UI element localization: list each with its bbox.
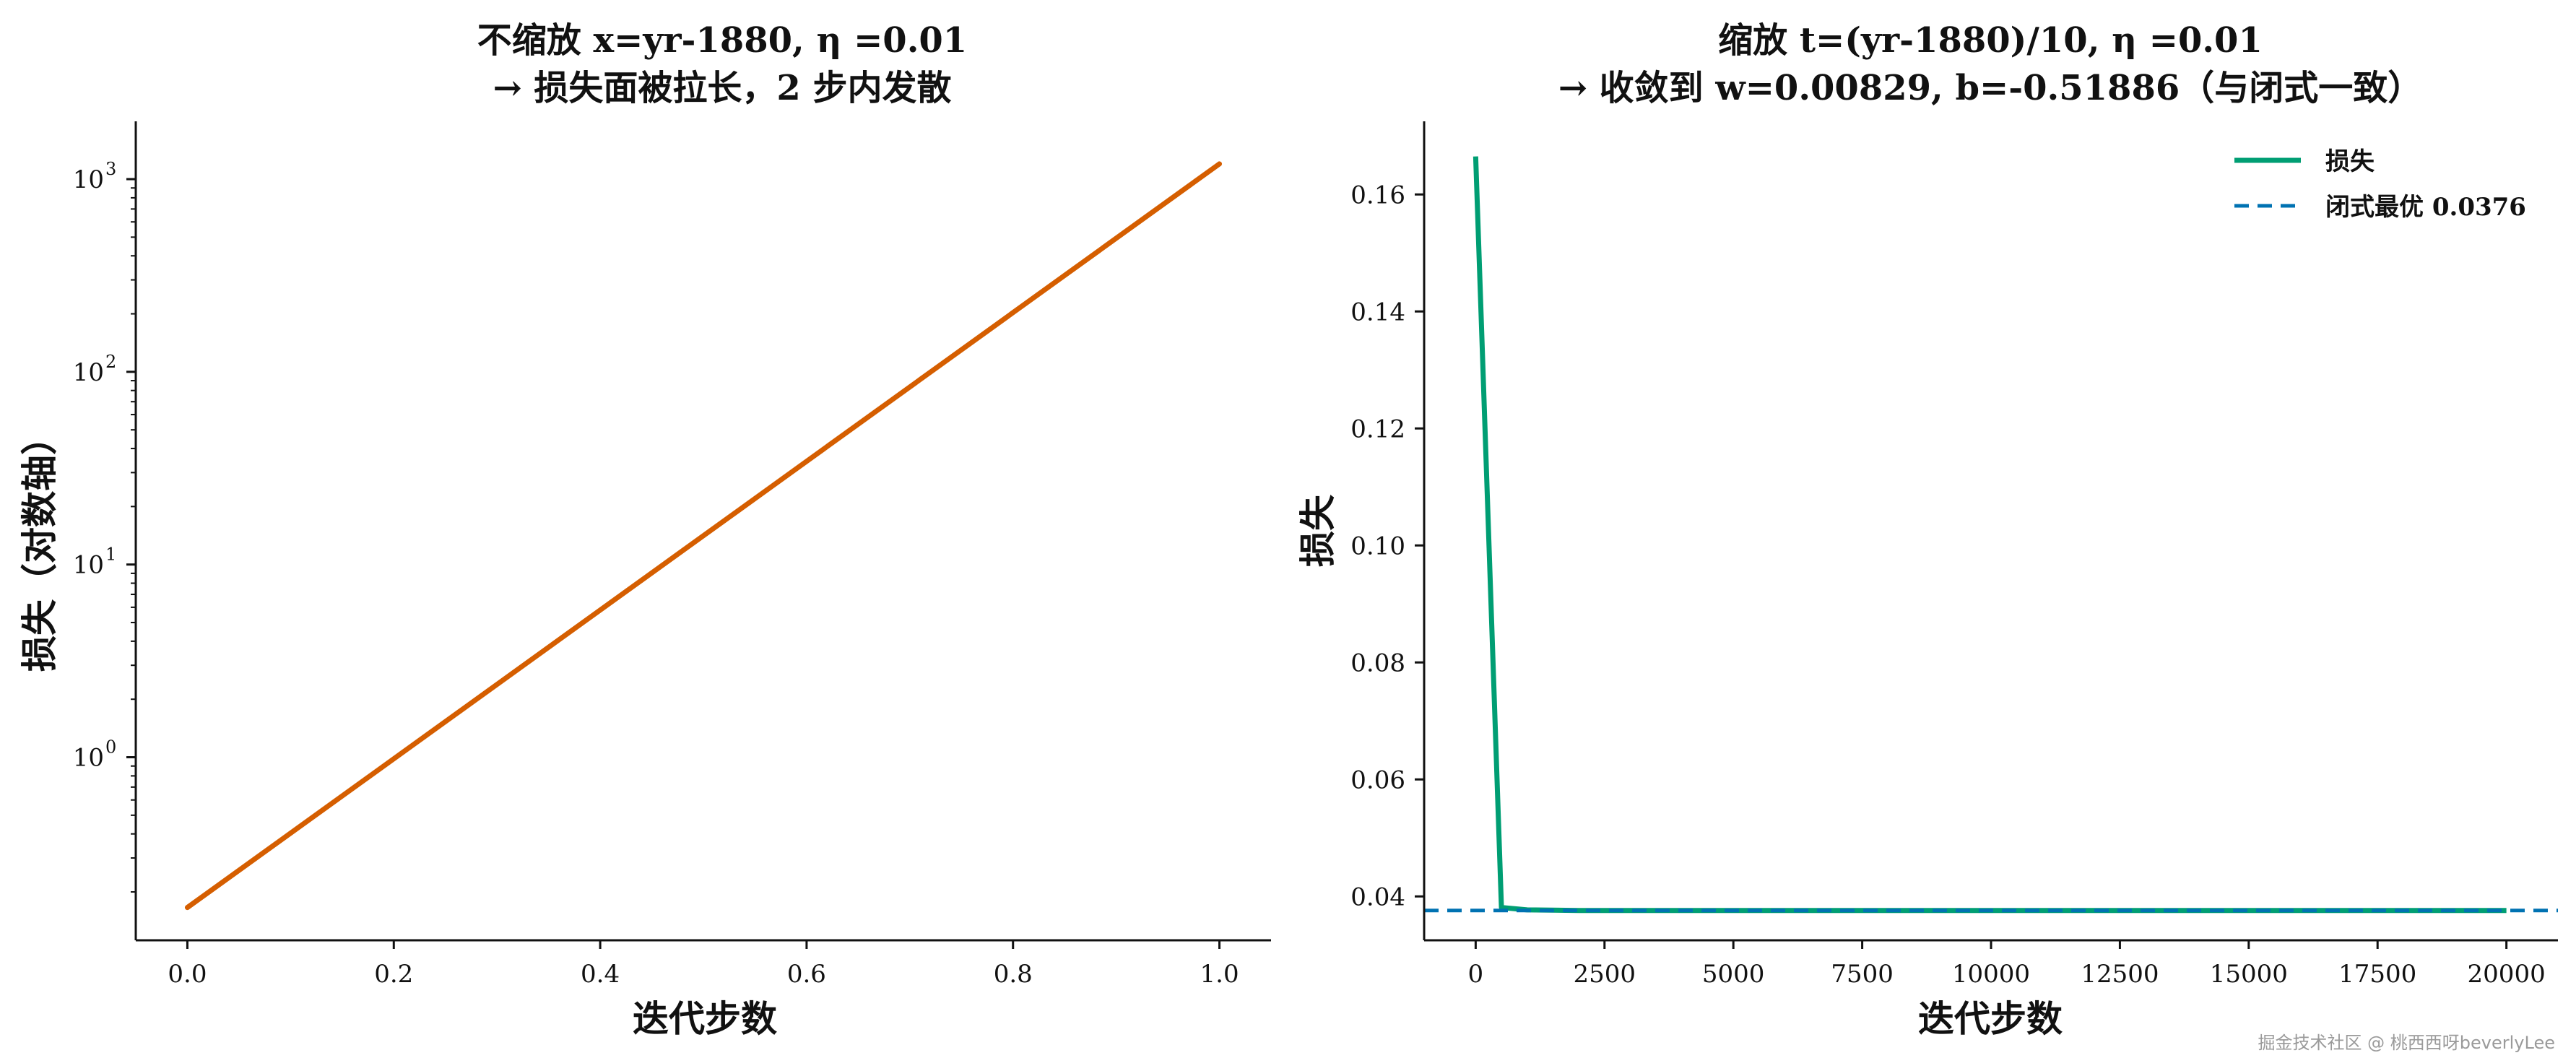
left-x-tick-label: 0.8 xyxy=(994,960,1033,989)
right-y-tick-label: 0.04 xyxy=(1350,883,1405,911)
right-chart-title-line1: 缩放 t=(yr-1880)/10, η =0.01 xyxy=(1718,20,2263,61)
right-chart-title-line2: → 收敛到 w=0.00829, b=-0.51886（与闭式一致） xyxy=(1558,68,2423,108)
left-y-tick-label: 10 xyxy=(73,358,104,387)
right-x-axis-label: 迭代步数 xyxy=(1918,997,2063,1040)
left-x-tick-label: 0.2 xyxy=(374,960,413,989)
right-x-tick-label: 12500 xyxy=(2081,960,2159,989)
right-x-tick-label: 17500 xyxy=(2338,960,2416,989)
left-chart-title-line2: → 损失面被拉长，2 步内发散 xyxy=(493,68,951,108)
right-x-tick-label: 7500 xyxy=(1831,960,1894,989)
right-y-tick-label: 0.12 xyxy=(1350,415,1405,443)
right-plot-area: 0 2500 5000 7500 10000 12500 15000 17500 20000 0.… xyxy=(1350,156,2558,989)
right-loss-line xyxy=(1473,156,2507,914)
right-y-tick-label: 0.14 xyxy=(1350,298,1405,326)
right-y-tick-label: 0.16 xyxy=(1350,181,1405,209)
right-x-tick-label: 0 xyxy=(1468,960,1484,989)
legend: 损失 闭式最优 0.0376 xyxy=(2234,147,2526,222)
right-y-tick-label: 0.08 xyxy=(1350,649,1405,677)
left-y-axis-label: 损失（对数轴） xyxy=(18,419,61,672)
left-chart: 不缩放 x=yr-1880, η =0.01 → 损失面被拉长，2 步内发散 0… xyxy=(18,20,1271,1040)
left-y-tick-exponent: 1 xyxy=(105,545,116,565)
left-y-tick-exponent: 0 xyxy=(105,737,116,758)
left-y-tick-exponent: 2 xyxy=(105,352,116,372)
legend-loss-label: 损失 xyxy=(2325,147,2375,176)
left-x-tick-label: 1.0 xyxy=(1200,960,1239,989)
right-x-tick-label: 20000 xyxy=(2468,960,2546,989)
left-chart-title-line1: 不缩放 x=yr-1880, η =0.01 xyxy=(477,20,967,61)
right-x-tick-label: 10000 xyxy=(1952,960,2030,989)
watermark: 掘金技术社区 @ 桃西西呀beverlyLee xyxy=(2258,1033,2555,1053)
left-y-tick-label: 10 xyxy=(73,744,104,773)
left-x-tick-label: 0.4 xyxy=(581,960,620,989)
left-y-tick-label: 10 xyxy=(73,551,104,580)
right-x-tick-label: 15000 xyxy=(2210,960,2288,989)
right-y-tick-label: 0.10 xyxy=(1350,532,1405,560)
left-y-tick-label: 10 xyxy=(73,165,104,194)
left-loss-line xyxy=(184,161,1223,911)
right-x-tick-label: 5000 xyxy=(1702,960,1765,989)
left-x-axis-label: 迭代步数 xyxy=(633,997,777,1040)
right-y-axis-label: 损失 xyxy=(1296,494,1339,567)
left-x-tick-label: 0.0 xyxy=(168,960,207,989)
right-y-tick-label: 0.06 xyxy=(1350,766,1405,794)
left-x-tick-label: 0.6 xyxy=(787,960,826,989)
right-x-tick-label: 2500 xyxy=(1574,960,1636,989)
left-y-tick-exponent: 3 xyxy=(105,159,116,179)
right-chart: 缩放 t=(yr-1880)/10, η =0.01 → 收敛到 w=0.008… xyxy=(1296,20,2558,1040)
legend-closed-form-label: 闭式最优 0.0376 xyxy=(2325,193,2526,222)
